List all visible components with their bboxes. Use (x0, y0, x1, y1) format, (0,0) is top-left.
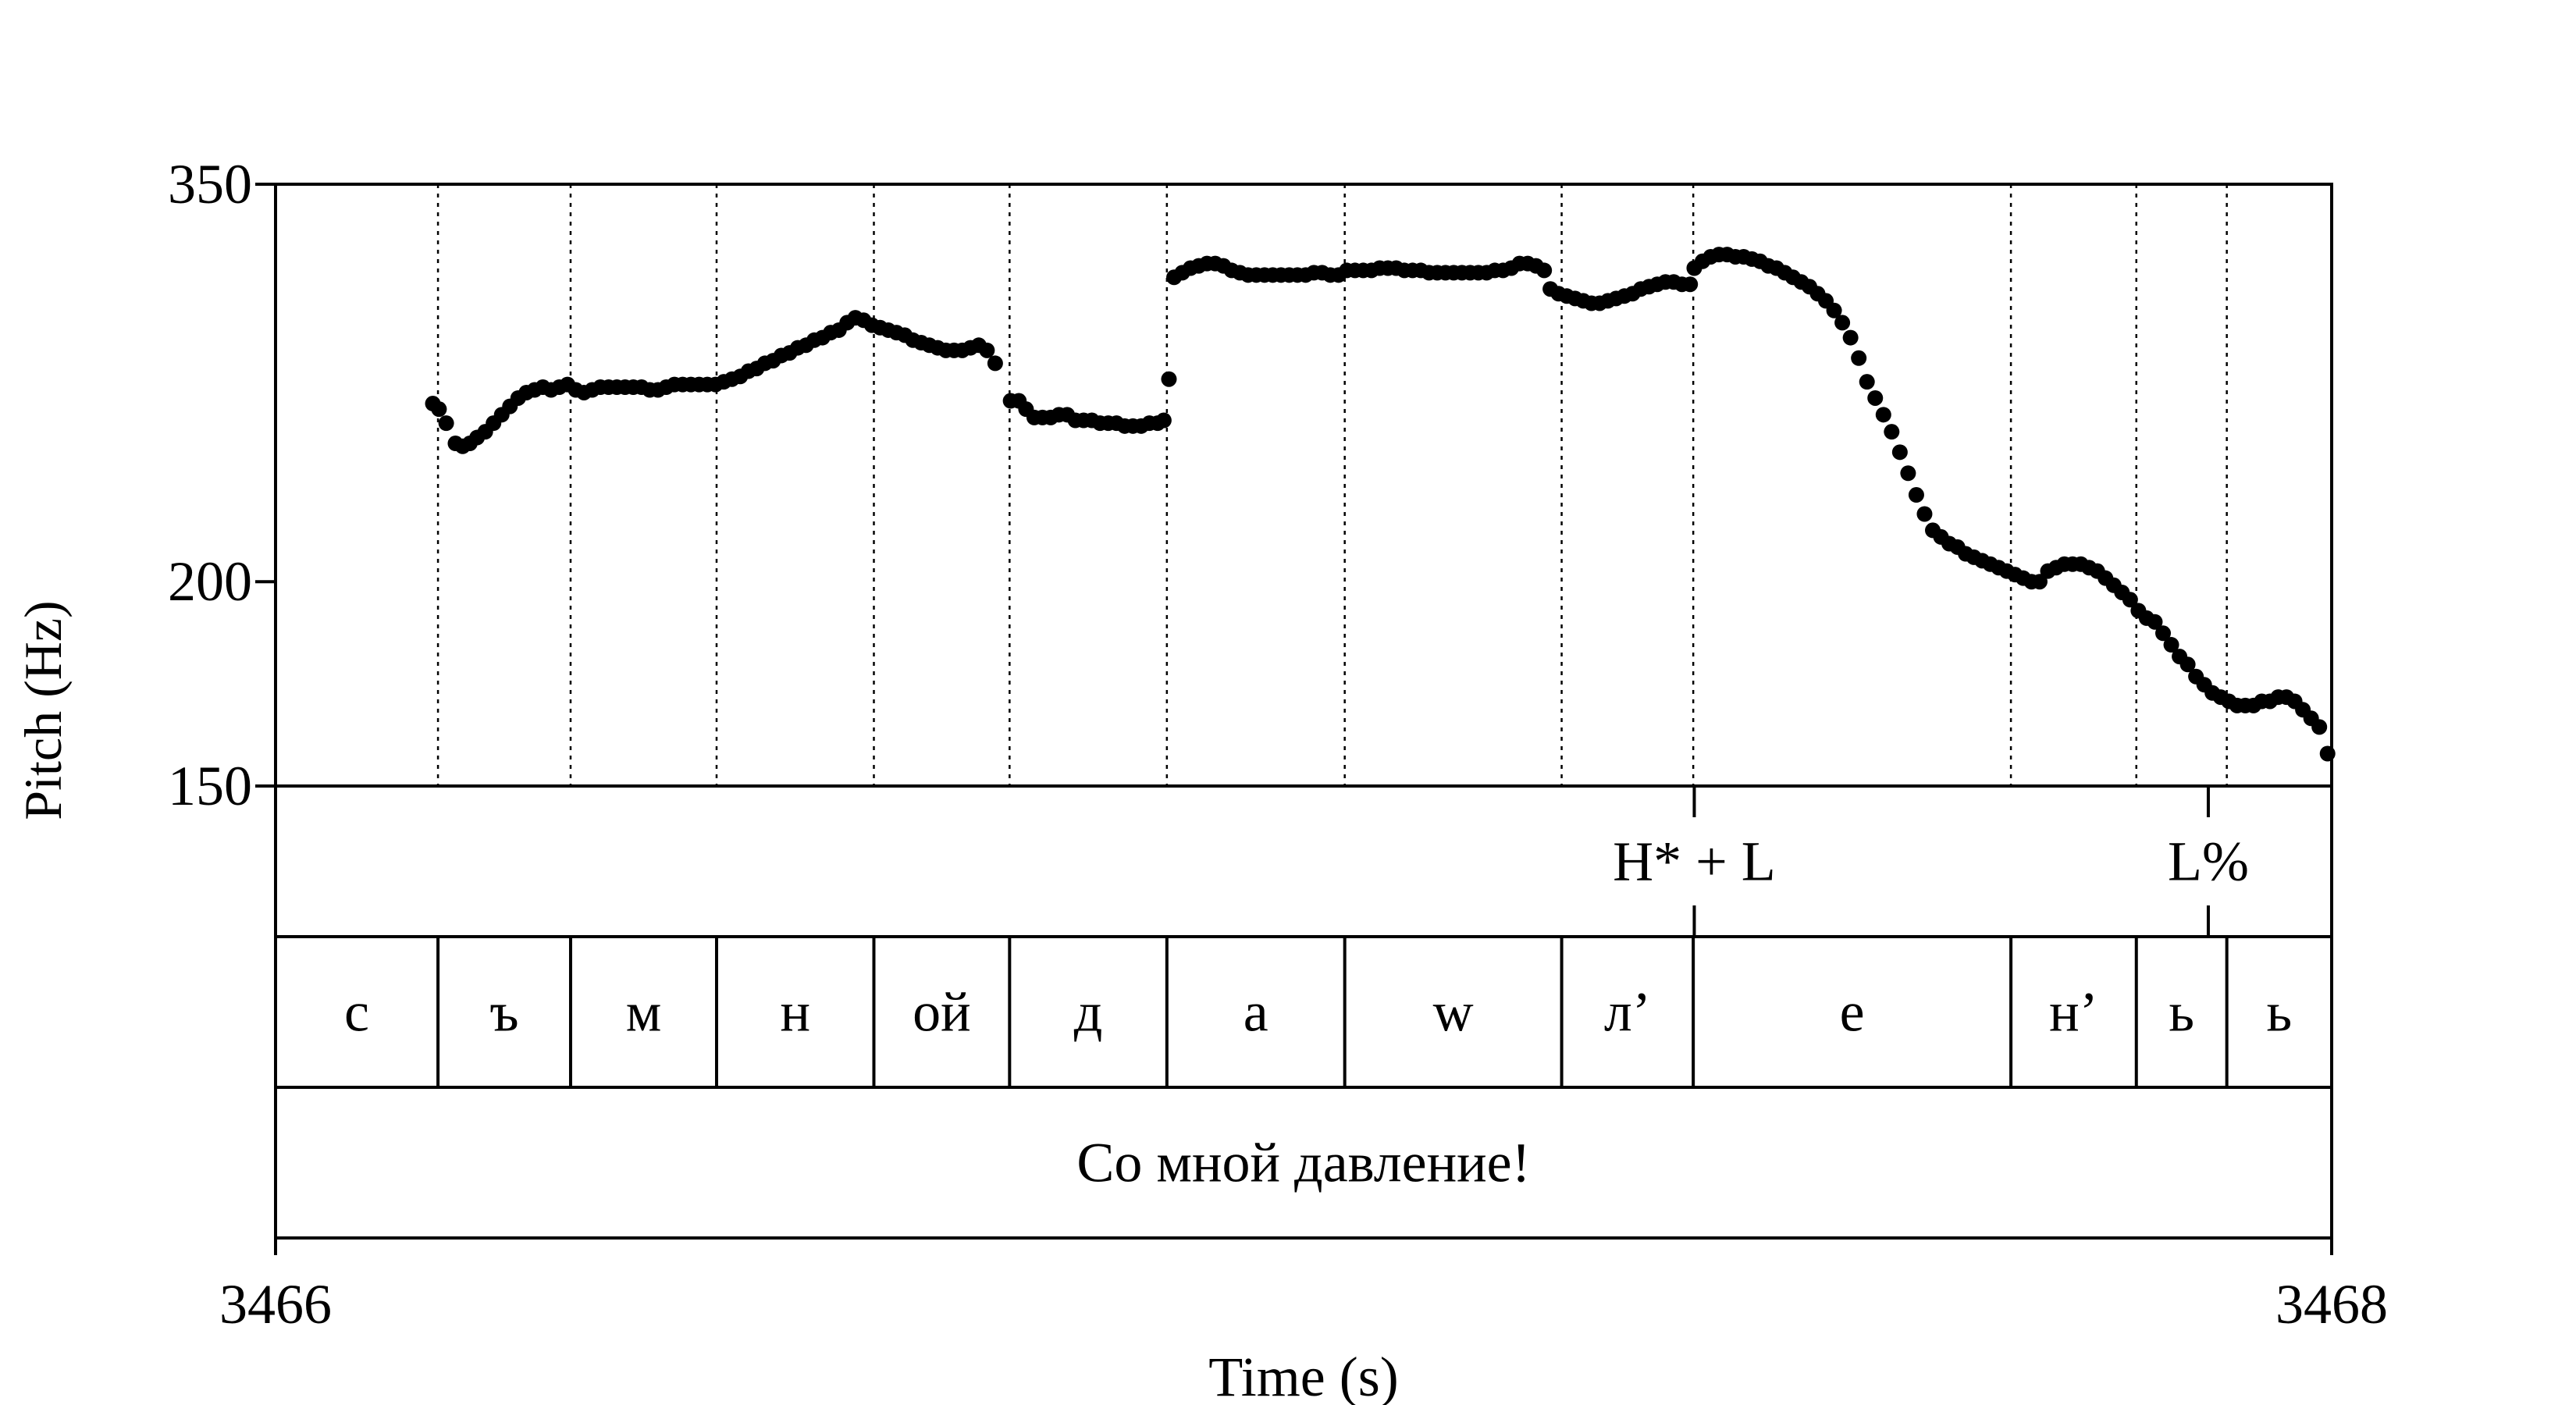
phone-label: с (344, 981, 369, 1044)
pitch-point (1826, 302, 1842, 318)
chart-frames (274, 183, 2333, 1240)
pitch-point (2147, 614, 2163, 630)
pitch-point (2163, 637, 2179, 653)
pitch-point (987, 355, 1003, 372)
pitch-point (1536, 262, 1553, 279)
pitch-point (1842, 329, 1859, 346)
pitch-point (1916, 506, 1933, 522)
phone-label: а (1244, 981, 1268, 1044)
tier-panel-frame (274, 935, 2333, 1089)
x-axis-label: Time (s) (1208, 1346, 1398, 1405)
y-tick-label: 150 (168, 755, 252, 817)
phone-label: д (1074, 981, 1103, 1044)
y-axis-label: Pitch (Hz) (13, 600, 73, 820)
pitch-point (2179, 656, 2196, 673)
pitch-point (1908, 487, 1924, 503)
pitch-point (1859, 374, 1875, 390)
pitch-point (1875, 407, 1891, 423)
pitch-point (1155, 412, 1172, 429)
y-tick-label: 350 (168, 153, 252, 215)
tone-label: L% (2168, 831, 2249, 893)
tier-boundaries (436, 786, 2229, 1087)
pitch-point (1682, 276, 1699, 293)
pitch-point (2311, 719, 2328, 735)
pitch-point (431, 401, 447, 418)
phone-label: w (1433, 981, 1474, 1044)
tier-panel-frame (274, 784, 2333, 938)
segment-boundary-guides (436, 184, 2228, 786)
y-tick-label: 200 (168, 550, 252, 613)
pitch-point (979, 342, 995, 358)
pitch-point (2155, 625, 2172, 642)
pitch-point (1891, 444, 1908, 461)
pitch-point (1900, 465, 1916, 482)
tier-panel-frame (274, 1086, 2333, 1240)
pitch-point (2319, 745, 2336, 762)
phone-label: н (780, 981, 810, 1044)
phone-label: е (1840, 981, 1865, 1044)
phone-label: н’ (2049, 981, 2098, 1044)
phone-label: м (626, 981, 662, 1044)
phone-label: л’ (1604, 981, 1651, 1044)
pitch-point (1884, 424, 1900, 440)
pitch-point (2031, 574, 2048, 590)
phone-label: ъ (489, 981, 518, 1044)
pitch-point (1851, 350, 1867, 366)
pitch-point (1834, 315, 1851, 331)
pitch-points (425, 247, 2336, 762)
x-tick-label: 3468 (2275, 1273, 2388, 1336)
pitch-point (1161, 371, 1177, 387)
tone-label: H* + L (1613, 831, 1776, 893)
tier-labels: H* + L L% с ъ м н ой д а w л’ е н’ ь ь Со мной давление… (344, 831, 2292, 1194)
phone-label: ь (2266, 981, 2292, 1044)
phone-label: ь (2169, 981, 2194, 1044)
pitch-point (2122, 592, 2138, 608)
phone-label: ой (913, 981, 971, 1044)
axes: 350 200 150 3466 3468 (168, 153, 2388, 1336)
x-tick-label: 3466 (219, 1273, 332, 1336)
pitch-point (1867, 389, 1884, 406)
utterance-label: Со мной давление! (1076, 1132, 1530, 1194)
pitch-point (438, 415, 454, 432)
